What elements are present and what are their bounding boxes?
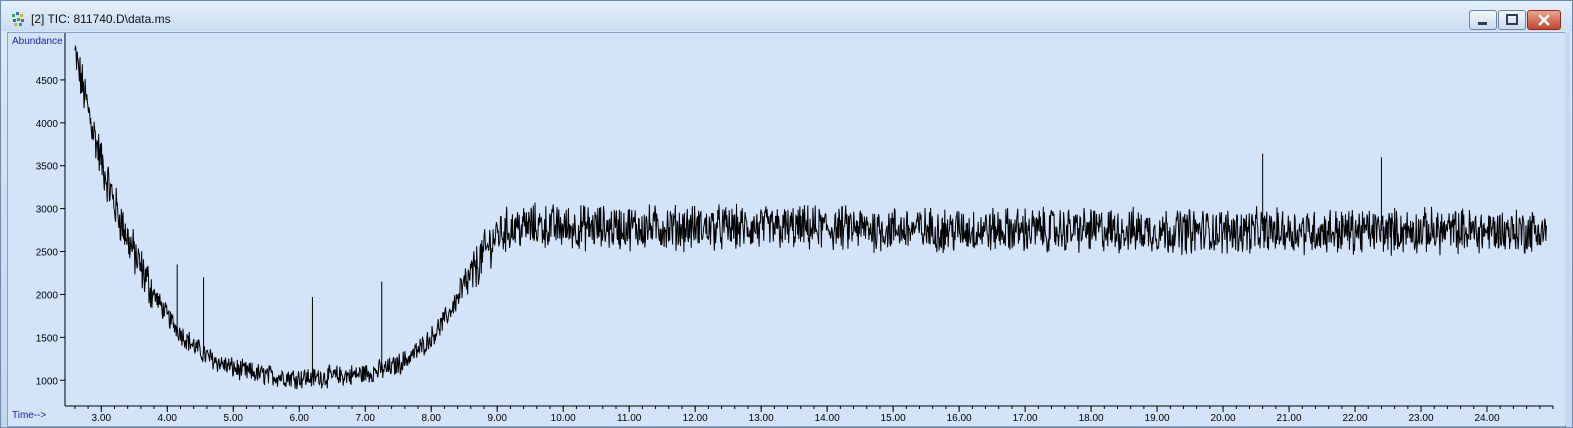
close-icon	[1538, 14, 1550, 26]
y-tick-label: 1500	[36, 333, 59, 344]
y-tick-label: 2500	[36, 248, 59, 259]
x-tick-label: 4.00	[158, 413, 178, 424]
y-ticks: 1000 1500 2000 2500 3000 3500 4000 4500	[36, 76, 65, 387]
x-tick-label: 14.00	[815, 413, 840, 424]
x-tick-label: 6.00	[290, 413, 310, 424]
x-tick-label: 24.00	[1474, 413, 1499, 424]
y-tick-label: 4500	[36, 76, 59, 87]
restore-button[interactable]	[1498, 10, 1526, 30]
window-edge	[1565, 32, 1570, 425]
x-tick-label: 5.00	[224, 413, 244, 424]
minimize-icon	[1478, 22, 1487, 25]
x-tick-label: 9.00	[487, 413, 507, 424]
title-bar[interactable]: [2] TIC: 811740.D\data.ms	[1, 1, 1572, 31]
x-tick-label: 11.00	[617, 413, 642, 424]
x-tick-label: 16.00	[947, 413, 972, 424]
x-tick-label: 17.00	[1013, 413, 1038, 424]
x-tick-label: 8.00	[421, 413, 441, 424]
x-tick-label: 13.00	[749, 413, 774, 424]
x-tick-label: 3.00	[92, 413, 112, 424]
x-tick-label: 19.00	[1145, 413, 1170, 424]
window-title: [2] TIC: 811740.D\data.ms	[31, 12, 171, 26]
close-button[interactable]	[1527, 10, 1561, 30]
x-tick-label: 7.00	[356, 413, 376, 424]
tic-trace	[74, 45, 1547, 390]
x-tick-label: 10.00	[551, 413, 576, 424]
minimize-button[interactable]	[1469, 10, 1497, 30]
x-tick-label: 15.00	[881, 413, 906, 424]
y-tick-label: 1000	[36, 376, 59, 387]
y-tick-label: 3500	[36, 162, 59, 173]
spikes	[176, 153, 1382, 378]
y-axis-label: Abundance	[12, 36, 63, 47]
x-tick-label: 12.00	[683, 413, 708, 424]
x-tick-label: 22.00	[1343, 413, 1368, 424]
x-ticks: 3.00 4.00 5.00 6.00 7.00 8.00 9.00 10.00 11.00 12…	[74, 406, 1554, 424]
tic-chart-svg[interactable]: 1000 1500 2000 2500 3000 3500 4000 4500 3.00 4.0…	[8, 33, 1565, 426]
tic-chart[interactable]: 1000 1500 2000 2500 3000 3500 4000 4500 3.00 4.0…	[7, 32, 1566, 427]
x-axis-label: Time-->	[12, 410, 47, 421]
restore-icon	[1506, 14, 1518, 25]
y-tick-label: 2000	[36, 290, 59, 301]
x-tick-label: 23.00	[1409, 413, 1434, 424]
y-tick-label: 4000	[36, 119, 59, 130]
plot-background	[8, 33, 1565, 426]
x-tick-label: 21.00	[1277, 413, 1302, 424]
y-tick-label: 3000	[36, 205, 59, 216]
x-tick-label: 18.00	[1079, 413, 1104, 424]
x-tick-label: 20.00	[1211, 413, 1236, 424]
chromatogram-app-icon	[12, 12, 24, 26]
